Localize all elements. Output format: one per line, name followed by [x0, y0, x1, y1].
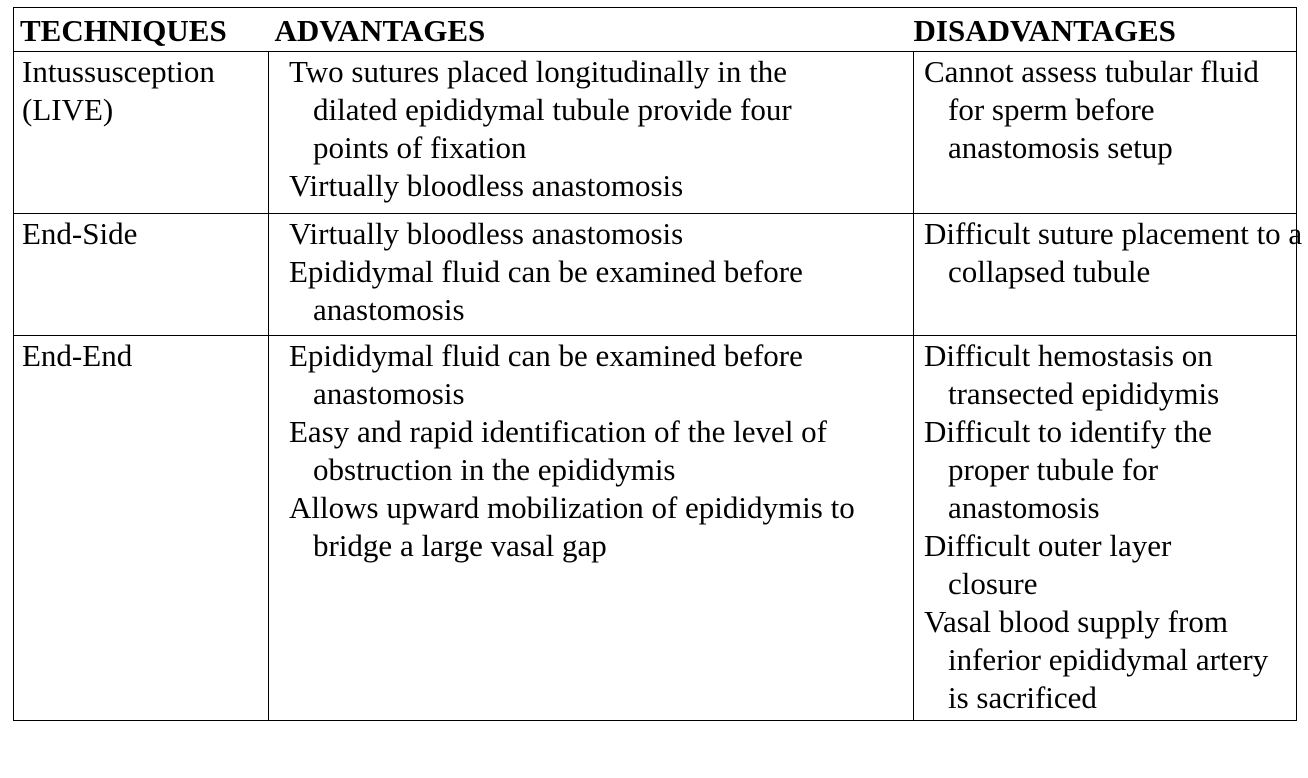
technique-cell: Intussusception (LIVE)	[13, 51, 269, 214]
table-row: End-Side Virtually bloodless anastomosis…	[13, 213, 1302, 336]
technique-name-line: Intussusception	[22, 54, 215, 89]
header-techniques: TECHNIQUES	[13, 7, 269, 52]
advantage-item: Epididymal fluid can be examined before …	[289, 254, 803, 327]
disadvantage-item: Difficult outer layer closure	[924, 528, 1172, 601]
disadvantage-item: Difficult suture placement to a collapse…	[924, 216, 1303, 289]
advantages-cell: Virtually bloodless anastomosis Epididym…	[268, 213, 914, 336]
header-row: TECHNIQUES ADVANTAGES DISADVANTAGES	[13, 7, 1297, 52]
technique-cell: End-Side	[13, 213, 269, 336]
advantages-cell: Epididymal fluid can be examined before …	[268, 335, 914, 721]
table-row: Intussusception (LIVE) Two sutures place…	[13, 51, 1297, 214]
technique-name-line: End-Side	[22, 216, 138, 251]
advantage-item: Two sutures placed longitudinally in the…	[289, 54, 792, 165]
technique-name-line: (LIVE)	[22, 92, 114, 127]
techniques-comparison-table: TECHNIQUES ADVANTAGES DISADVANTAGES Intu…	[13, 7, 1302, 721]
disadvantage-item: Cannot assess tubular fluid for sperm be…	[924, 54, 1259, 165]
technique-cell: End-End	[13, 335, 269, 721]
advantage-item: Virtually bloodless anastomosis	[289, 168, 684, 203]
disadvantage-item: Difficult to identify the proper tubule …	[924, 414, 1212, 525]
header-advantages: ADVANTAGES	[268, 7, 914, 52]
header-disadvantages: DISADVANTAGES	[913, 7, 1297, 52]
disadvantages-cell: Difficult hemostasis on transected epidi…	[913, 335, 1297, 721]
disadvantage-item: Vasal blood supply from inferior epididy…	[924, 604, 1269, 715]
advantage-item: Epididymal fluid can be examined before …	[289, 338, 803, 411]
advantage-item: Easy and rapid identification of the lev…	[289, 414, 828, 487]
disadvantages-cell: Cannot assess tubular fluid for sperm be…	[913, 51, 1297, 214]
advantage-item: Virtually bloodless anastomosis	[289, 216, 684, 251]
disadvantages-cell: Difficult suture placement to a collapse…	[913, 213, 1302, 336]
table-row: End-End Epididymal fluid can be examined…	[13, 335, 1297, 721]
advantages-cell: Two sutures placed longitudinally in the…	[268, 51, 914, 214]
advantage-item: Allows upward mobilization of epididymis…	[289, 490, 855, 563]
technique-name-line: End-End	[22, 338, 133, 373]
disadvantage-item: Difficult hemostasis on transected epidi…	[924, 338, 1220, 411]
